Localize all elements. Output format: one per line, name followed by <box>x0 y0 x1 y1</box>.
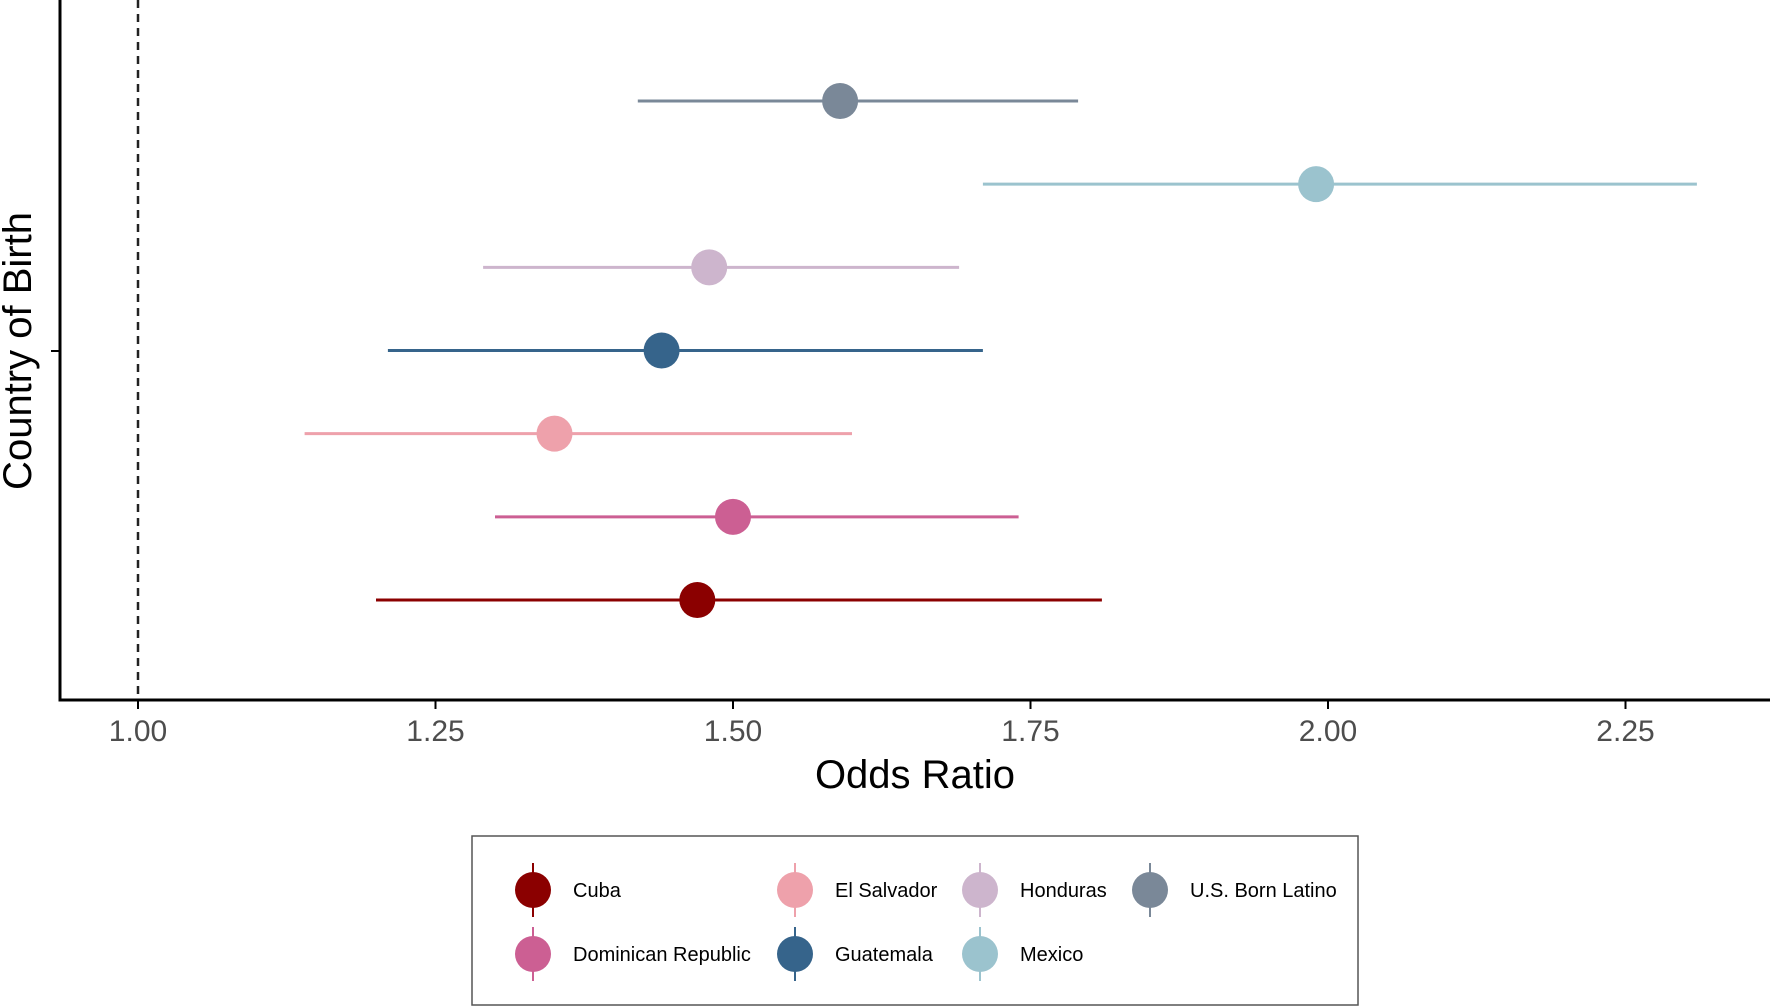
x-tick-label: 2.25 <box>1596 715 1654 748</box>
estimate-point <box>691 249 728 286</box>
legend: Cuba El Salvador Honduras U.S. Born Latino D… <box>471 835 1359 1006</box>
legend-item-u-s-born-latino: U.S. Born Latino <box>1132 863 1337 917</box>
estimate-point <box>536 415 573 452</box>
series-layer <box>304 83 1697 618</box>
series-guatemala <box>387 332 983 369</box>
y-axis-title: Country of Birth <box>0 212 40 490</box>
legend-label: U.S. Born Latino <box>1190 880 1337 902</box>
estimate-point <box>643 332 680 369</box>
legend-key-point <box>777 872 813 908</box>
legend-key-point <box>777 936 813 972</box>
series-honduras <box>483 249 960 286</box>
series-el-salvador <box>304 415 852 452</box>
legend-key-point <box>962 872 998 908</box>
series-cuba <box>376 582 1102 618</box>
legend-key-point <box>962 936 998 972</box>
legend-item-guatemala: Guatemala <box>777 927 934 981</box>
estimate-point <box>822 83 859 119</box>
legend-item-mexico: Mexico <box>962 927 1083 981</box>
legend-label: Honduras <box>1020 880 1107 902</box>
x-tick-label: 1.00 <box>109 715 167 748</box>
x-tick-label: 1.75 <box>1001 715 1059 748</box>
series-dominican-republic <box>495 498 1019 535</box>
legend-box <box>471 835 1359 1006</box>
series-mexico <box>982 166 1697 203</box>
legend-label: Mexico <box>1020 944 1083 966</box>
legend-item-honduras: Honduras <box>962 863 1107 917</box>
legend-label: El Salvador <box>835 880 938 902</box>
x-ticks-layer: 1.00 1.25 1.50 1.75 2.00 2.25 <box>109 700 1655 748</box>
axes-layer <box>51 0 1770 702</box>
x-tick-label: 1.25 <box>406 715 464 748</box>
legend-label: Cuba <box>573 880 622 902</box>
series-u-s-born-latino <box>637 83 1079 119</box>
legend-item-cuba: Cuba <box>515 863 622 917</box>
legend-item-dominican-republic: Dominican Republic <box>515 927 751 981</box>
legend-label: Guatemala <box>835 944 934 966</box>
x-tick-label: 1.50 <box>704 715 762 748</box>
estimate-point <box>715 498 751 535</box>
legend-label: Dominican Republic <box>573 944 751 966</box>
x-tick-label: 2.00 <box>1299 715 1357 748</box>
legend-items: Cuba El Salvador Honduras U.S. Born Latino D… <box>515 863 1337 981</box>
legend-item-el-salvador: El Salvador <box>777 863 938 917</box>
legend-key-point <box>1132 872 1168 908</box>
legend-key-point <box>515 872 551 908</box>
estimate-point <box>679 582 716 618</box>
x-axis-title: Odds Ratio <box>815 753 1015 797</box>
legend-key-point <box>515 936 551 972</box>
estimate-point <box>1298 166 1335 203</box>
